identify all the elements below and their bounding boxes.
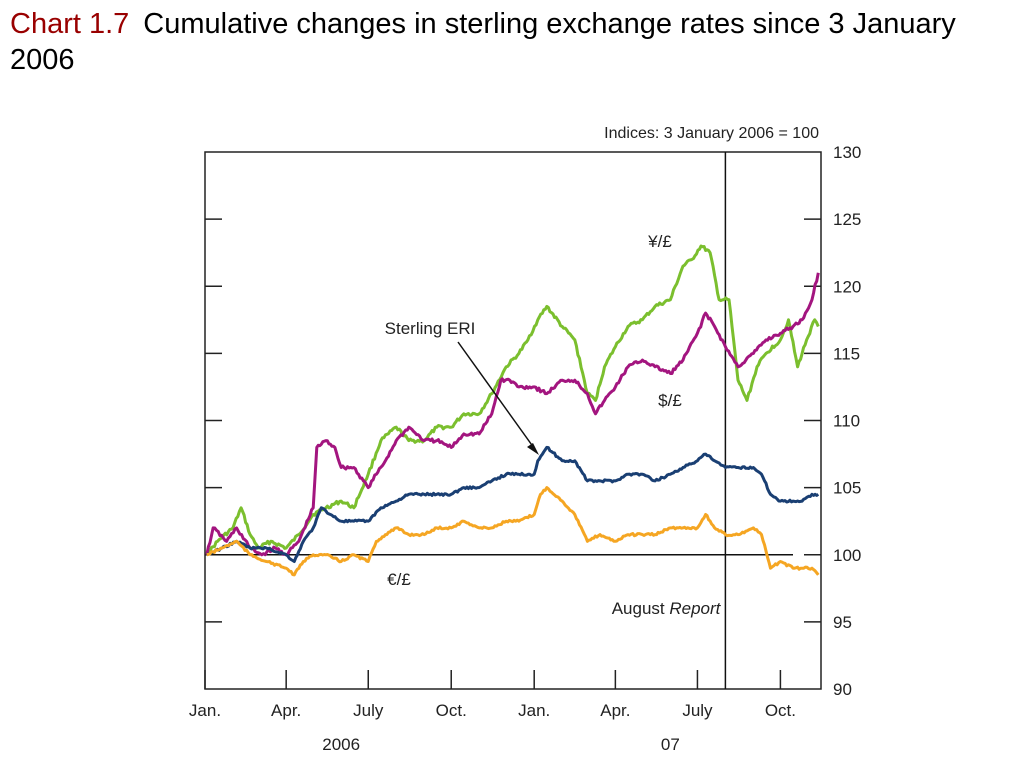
chart-title-text: Cumulative changes in sterling exchange …: [10, 8, 956, 76]
series-line-jpy: [206, 244, 820, 557]
chart-axes: 90 95 100 105 110 115 120 125 130 Indices: 3 Janu…: [189, 125, 861, 754]
chart-number: Chart 1.7: [10, 8, 130, 40]
august-report-label-prefix: August: [612, 599, 670, 618]
year-label: 2006: [322, 735, 360, 754]
y-tick-label: 115: [833, 344, 860, 363]
y-tick-label: 105: [833, 479, 861, 498]
eri-arrow-shaft: [457, 341, 535, 449]
august-report-label-italic: Report: [669, 599, 721, 618]
series-line-eri: [205, 445, 820, 563]
y-tick-label: 90: [833, 680, 852, 699]
y-tick-label: 100: [833, 546, 861, 565]
series-label-eur: €/£: [387, 570, 411, 589]
plot-frame: [204, 151, 822, 690]
series-label-eri: Sterling ERI: [385, 319, 476, 338]
y-tick-label: 130: [833, 143, 861, 162]
x-tick-label: Apr.: [600, 701, 630, 720]
series-label-jpy: ¥/£: [647, 232, 672, 251]
x-tick-label: Jan.: [518, 701, 550, 720]
series-layer: [205, 244, 820, 577]
x-tick-label: July: [682, 701, 713, 720]
x-tick-label: Jan.: [189, 701, 221, 720]
slide-title: Chart 1.7 Cumulative changes in sterling …: [10, 6, 1010, 78]
x-tick-label: Oct.: [765, 701, 796, 720]
y-tick-label: 125: [833, 210, 861, 229]
chart-annotations: August Report ¥/£ $/£ Sterling ERI €/£: [385, 232, 722, 618]
august-report-label: August Report: [612, 599, 722, 618]
x-tick-label: Oct.: [436, 701, 467, 720]
series-line-eur: [206, 486, 820, 577]
x-tick-label: July: [353, 701, 384, 720]
eri-arrow-head: [527, 443, 539, 455]
y-tick-label: 95: [833, 613, 852, 632]
series-line-usd: [205, 272, 820, 557]
y-tick-label: 120: [833, 277, 861, 296]
year-label: 07: [661, 735, 680, 754]
units-label: Indices: 3 January 2006 = 100: [604, 125, 819, 142]
y-tick-label: 110: [833, 412, 860, 431]
x-tick-label: Apr.: [271, 701, 301, 720]
series-label-usd: $/£: [658, 391, 682, 410]
